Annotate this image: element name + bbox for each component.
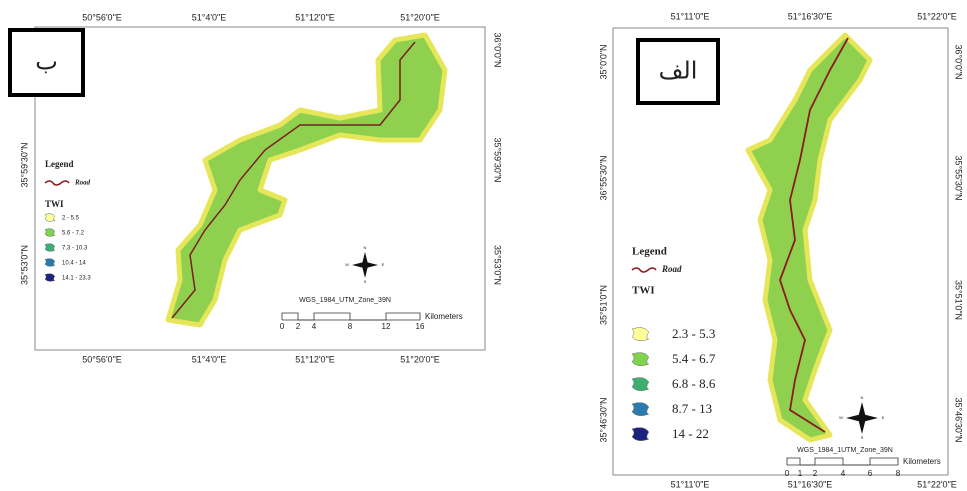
latitude-label: 36°0'0"N <box>493 32 503 67</box>
scale-bar <box>282 313 420 320</box>
latitude-label: 36°0'0"N <box>954 44 964 79</box>
longitude-label: 51°4'0"E <box>192 354 227 364</box>
latitude-label: 35°46'30"N <box>598 397 608 442</box>
longitude-label: 51°22'0"E <box>917 11 957 21</box>
longitude-label: 51°16'30"E <box>788 11 833 21</box>
scale-unit: Kilometers <box>903 457 941 466</box>
legend-swatch <box>632 353 649 366</box>
legend-twi: TWI <box>45 199 64 209</box>
compass-letter: S <box>861 435 864 440</box>
scale-tick-label: 2 <box>813 469 818 478</box>
longitude-label: 51°4'0"E <box>192 12 227 22</box>
legend-title: Legend <box>45 159 74 169</box>
scale-tick-label: 12 <box>382 322 391 331</box>
scale-tick-label: 8 <box>896 469 901 478</box>
legend-swatch <box>45 259 55 267</box>
longitude-label: 51°12'0"E <box>295 354 335 364</box>
panel-label: الف <box>659 57 698 85</box>
panel-label: ب <box>35 48 58 76</box>
compass-letter: W <box>345 262 349 267</box>
compass-letter: E <box>882 415 885 420</box>
legend-class-label: 14 - 22 <box>672 426 709 441</box>
longitude-label: 51°20'0"E <box>400 12 440 22</box>
longitude-label: 50°56'0"E <box>82 12 122 22</box>
legend-class-label: 7.3 - 10.3 <box>62 246 88 252</box>
scale-tick-label: 4 <box>312 322 317 331</box>
scale-tick-label: 4 <box>841 469 846 478</box>
legend-road <box>45 181 69 185</box>
longitude-label: 51°12'0"E <box>295 12 335 22</box>
compass-letter: S <box>364 279 367 284</box>
scale-tick-label: 16 <box>416 322 425 331</box>
figure: 50°56'0"E 50°56'0"E 51°4'0"E 51°4'0"E 51°12'… <box>0 0 967 491</box>
legend-swatch <box>45 244 55 252</box>
projection-label: WGS_1984_UTM_Zone_39N <box>299 297 391 304</box>
legend-class-label: 14.1 - 23.3 <box>62 276 91 282</box>
longitude-label: 51°16'30"E <box>788 479 833 489</box>
longitude-label: 51°11'0"E <box>671 479 710 489</box>
latitude-label: 35°55'30"N <box>954 155 964 200</box>
legend-class-label: 8.7 - 13 <box>672 401 712 416</box>
legend-title: Legend <box>632 246 667 258</box>
compass-letter: N <box>861 395 864 400</box>
legend-swatch <box>45 274 55 282</box>
scale-bar <box>787 458 898 465</box>
scale-tick-label: 2 <box>296 322 301 331</box>
compass-letter: E <box>382 262 385 267</box>
legend-swatch <box>632 403 649 416</box>
latitude-label: 35°0'0"N <box>598 44 608 79</box>
legend-road-label: Road <box>661 264 682 274</box>
compass-rose <box>352 252 378 278</box>
latitude-label: 35°59'30"N <box>493 137 503 182</box>
scale-tick-label: 1 <box>798 469 803 478</box>
scale-tick-label: 8 <box>348 322 353 331</box>
scale-unit: Kilometers <box>425 312 463 321</box>
latitude-label: 35°46'30"N <box>954 397 964 442</box>
compass-letter: W <box>839 415 843 420</box>
legend-class-label: 5.6 - 7.2 <box>62 231 85 237</box>
legend-swatch <box>632 328 649 341</box>
latitude-label: 35°53'0"N <box>19 245 29 285</box>
longitude-label: 51°11'0"E <box>671 11 710 21</box>
legend-swatch <box>45 229 55 237</box>
legend-class-label: 6.8 - 8.6 <box>672 376 716 391</box>
legend-road-label: Road <box>74 179 91 187</box>
projection-label: WGS_1984_1UTM_Zone_39N <box>797 447 893 454</box>
longitude-label: 50°56'0"E <box>82 354 122 364</box>
watershed <box>748 35 870 440</box>
legend-twi: TWI <box>632 285 655 297</box>
scale-tick-label: 0 <box>280 322 285 331</box>
legend-swatch <box>45 214 55 222</box>
latitude-label: 35°51'0"N <box>598 285 608 325</box>
compass-rose <box>846 402 878 434</box>
latitude-label: 35°59'30"N <box>19 142 29 187</box>
longitude-label: 51°20'0"E <box>400 354 440 364</box>
legend-swatch <box>632 428 649 441</box>
legend-class-label: 2.3 - 5.3 <box>672 326 715 341</box>
latitude-label: 36°55'30"N <box>598 155 608 200</box>
longitude-label: 51°22'0"E <box>917 479 957 489</box>
watershed <box>168 35 445 325</box>
legend-road <box>632 268 656 272</box>
legend-class-label: 5.4 - 6.7 <box>672 351 716 366</box>
legend-class-label: 10.4 - 14 <box>62 261 86 267</box>
compass-letter: N <box>364 245 367 250</box>
latitude-label: 35°53'0"N <box>493 245 503 285</box>
scale-tick-label: 6 <box>868 469 873 478</box>
latitude-label: 35°51'0"N <box>954 280 964 320</box>
scale-tick-label: 0 <box>785 469 790 478</box>
legend-swatch <box>632 378 649 391</box>
legend-class-label: 2 - 5.5 <box>62 216 80 222</box>
